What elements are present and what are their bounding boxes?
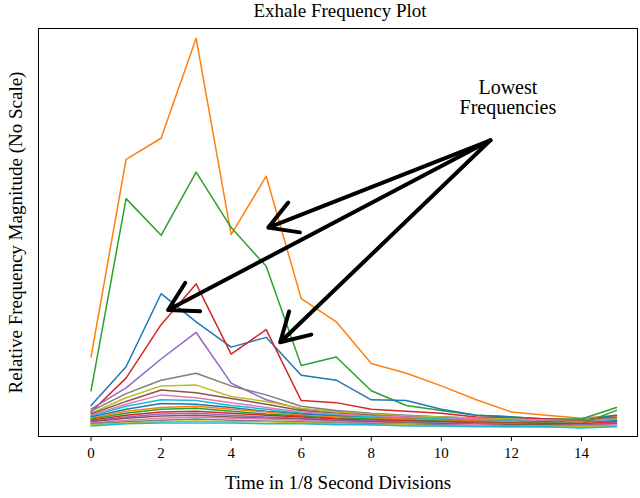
- svg-text:2: 2: [157, 445, 165, 461]
- svg-text:Time in 1/8 Second Divisions: Time in 1/8 Second Divisions: [225, 472, 451, 493]
- svg-text:10: 10: [434, 445, 449, 461]
- html-text:Exhale Frequency Plot: Exhale Frequency Plot: [253, 0, 427, 21]
- svg-text:8: 8: [368, 445, 376, 461]
- svg-text:0: 0: [87, 445, 95, 461]
- svg-text:LowestFrequencies: LowestFrequencies: [460, 76, 557, 119]
- svg-text:14: 14: [574, 445, 590, 461]
- svg-text:6: 6: [297, 445, 305, 461]
- svg-text:Relative Frequency Magnitude (: Relative Frequency Magnitude (No Scale): [5, 72, 27, 394]
- svg-text:4: 4: [227, 445, 235, 461]
- svg-text:12: 12: [504, 445, 519, 461]
